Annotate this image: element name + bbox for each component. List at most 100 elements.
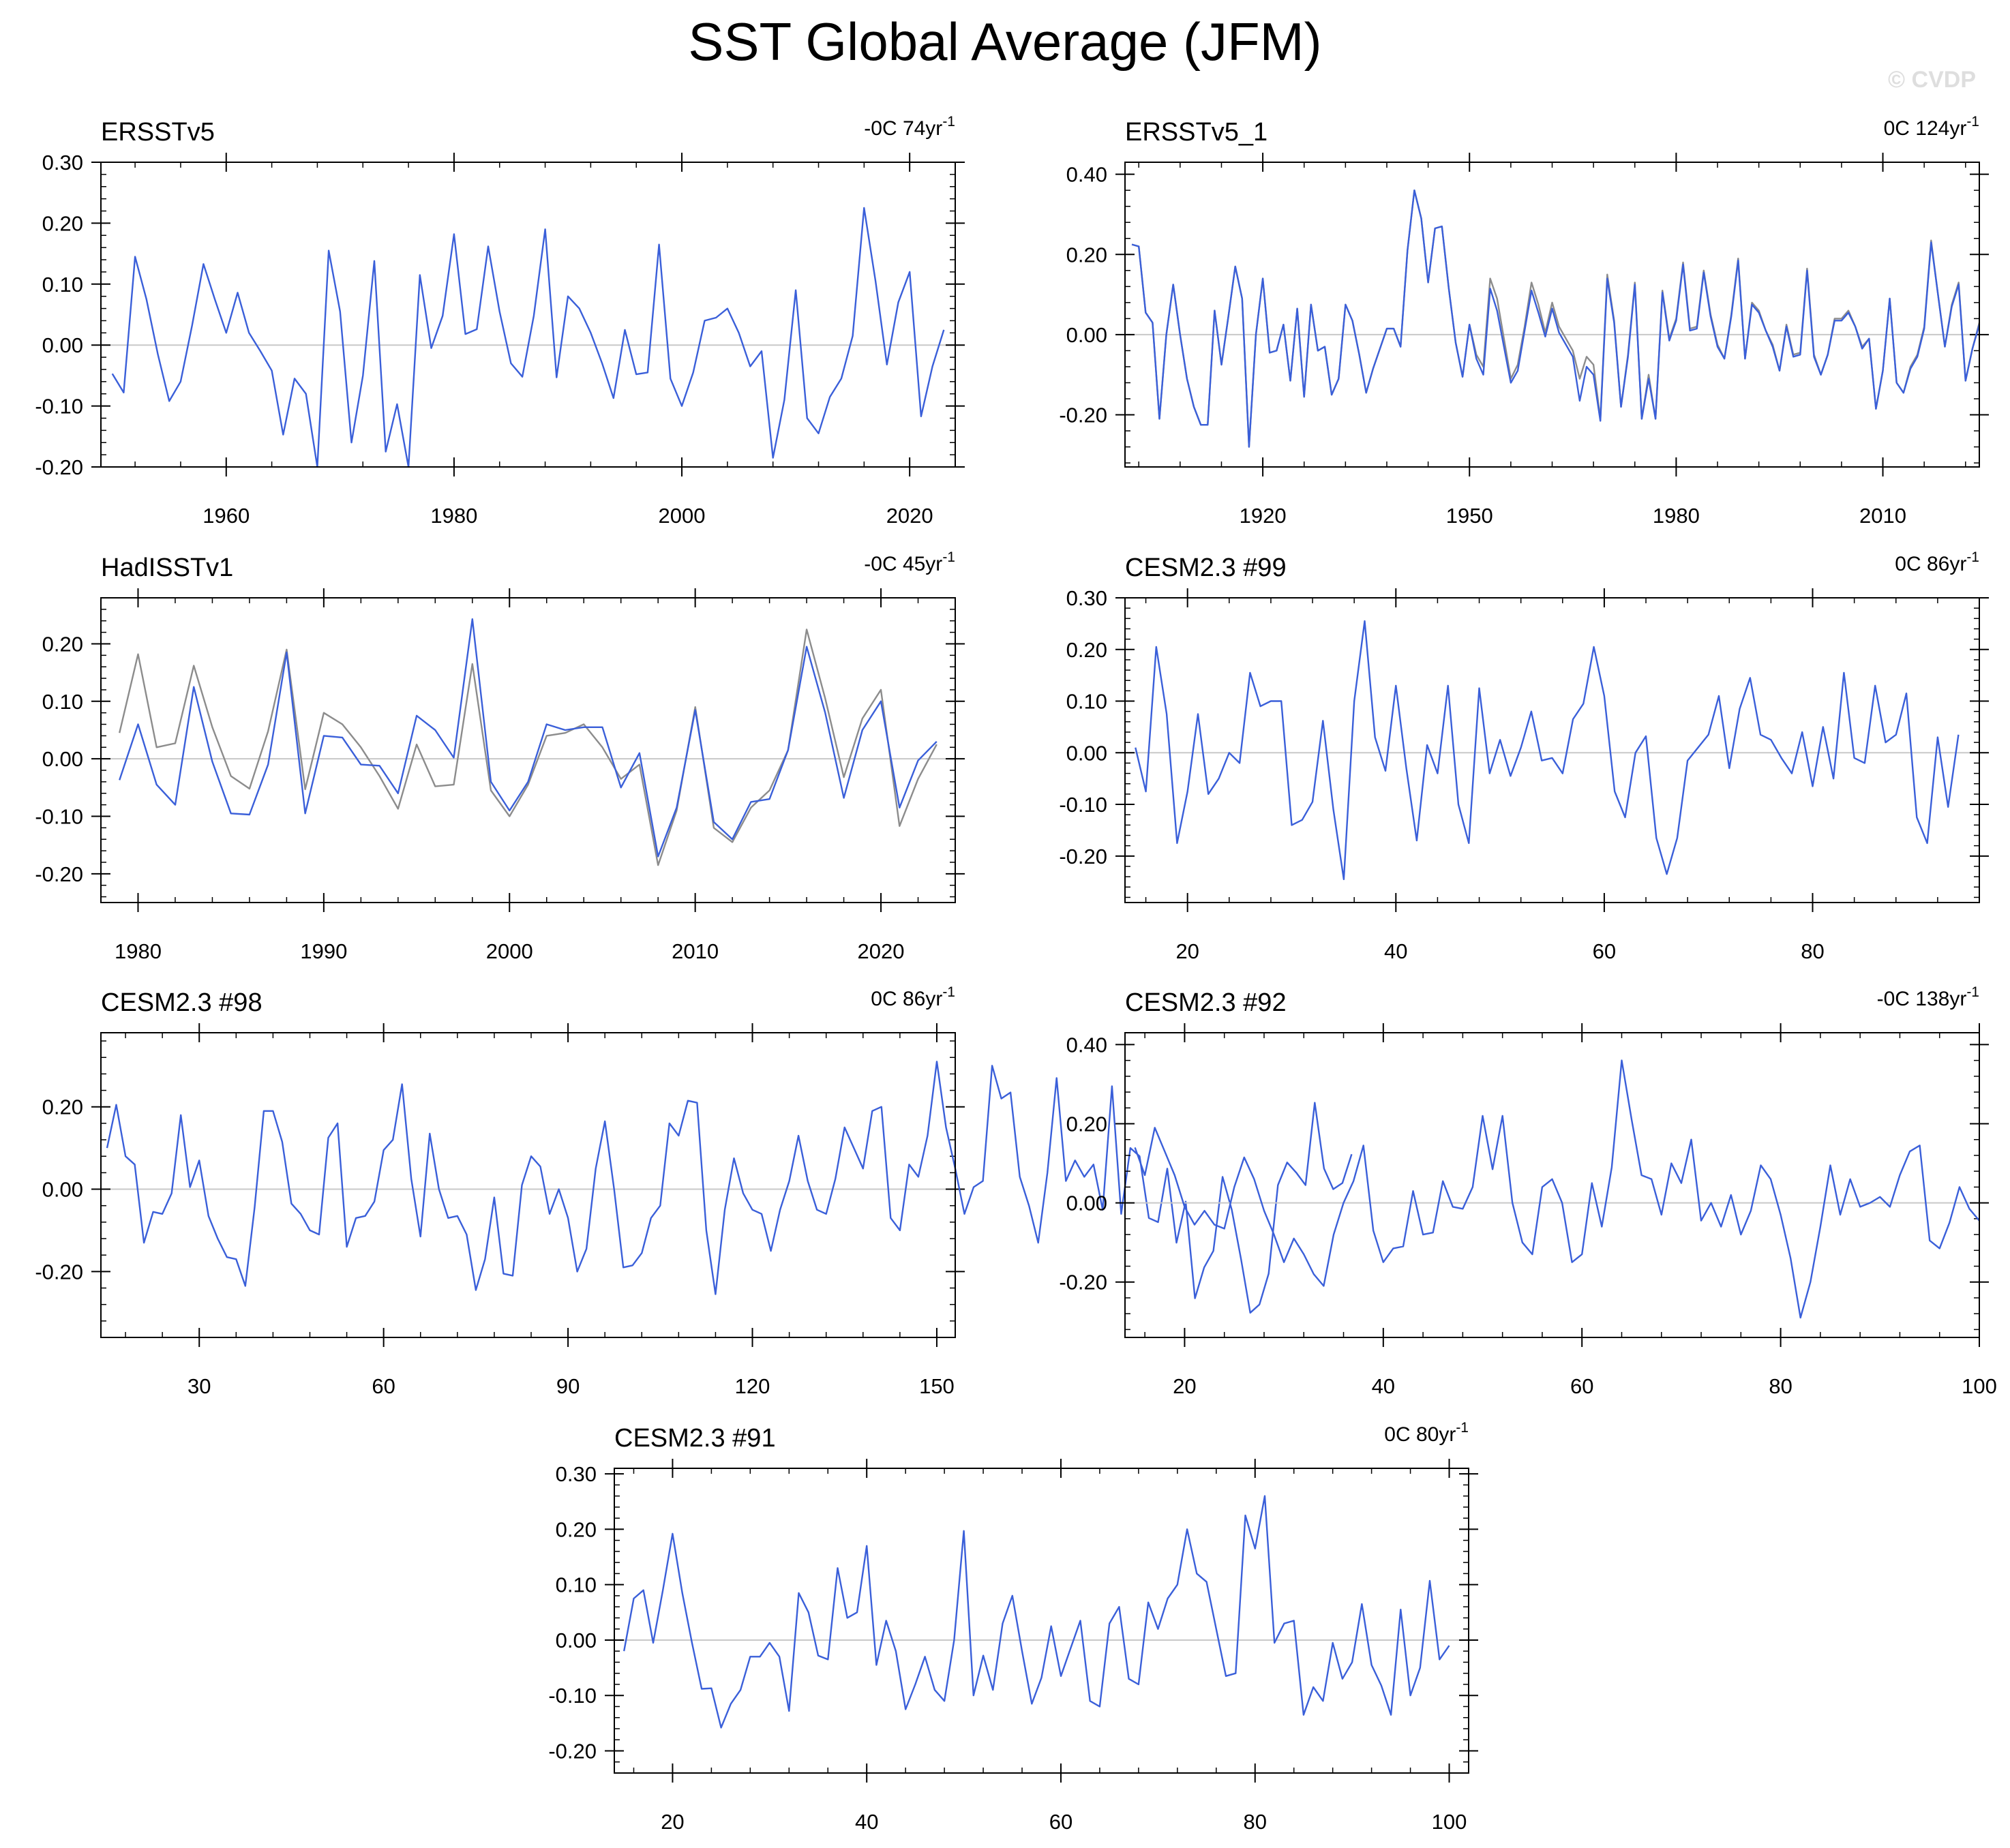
plot-frame [1124, 597, 1980, 903]
series-line-observed [119, 628, 937, 866]
plot-frame [100, 1032, 956, 1338]
x-tick-label: 2020 [886, 504, 933, 528]
x-tick-label: 40 [855, 1810, 878, 1834]
trend-label: -0C 45yr-1 [864, 549, 955, 575]
series-line-model [1135, 620, 1960, 881]
x-tick-label: 2020 [858, 939, 905, 963]
y-tick-label: -0.10 [35, 804, 83, 828]
x-tick-label: 40 [1384, 939, 1407, 963]
trend-label: 0C 86yr-1 [871, 984, 955, 1010]
y-tick-label: 0.10 [42, 273, 83, 297]
trend-label: 0C 124yr-1 [1884, 114, 1979, 140]
y-tick-label: -0.10 [548, 1684, 597, 1708]
y-tick-label: 0.10 [42, 690, 83, 714]
y-tick-label: -0.20 [35, 455, 83, 479]
x-tick-label: 2010 [672, 939, 719, 963]
x-tick-label: 40 [1372, 1374, 1395, 1398]
x-tick-label: 60 [1570, 1374, 1593, 1398]
x-tick-label: 20 [1173, 1374, 1196, 1398]
x-tick-label: 1920 [1240, 504, 1287, 528]
plot-frame [614, 1468, 1469, 1774]
series-line-model [1134, 1059, 1980, 1319]
y-tick-label: 0.00 [42, 333, 83, 357]
panel-title: HadISSTv1 [101, 554, 233, 582]
y-tick-label: -0.20 [548, 1739, 597, 1763]
x-tick-label: 80 [1801, 939, 1824, 963]
y-tick-label: 0.40 [1066, 163, 1107, 187]
x-tick-label: 60 [1593, 939, 1616, 963]
plot-frame [1124, 1032, 1980, 1338]
x-tick-label: 1950 [1446, 504, 1493, 528]
x-tick-label: 1980 [430, 504, 477, 528]
plot-frame [100, 162, 956, 468]
y-tick-label: 0.10 [1066, 690, 1107, 714]
x-tick-label: 30 [188, 1374, 211, 1398]
y-tick-label: 0.20 [1066, 638, 1107, 662]
series-line-model [119, 618, 937, 858]
x-tick-label: 80 [1244, 1810, 1267, 1834]
x-tick-label: 2000 [659, 504, 706, 528]
panel-cesm2-3-98: -0.20 0.00 0.20 30 60 90 120 150 CESM2.3 #98 0C 8… [35, 984, 1353, 1398]
series-line-model [1131, 190, 1981, 448]
y-tick-label: 0.00 [556, 1629, 597, 1652]
y-tick-label: 0.00 [1066, 741, 1107, 765]
panel-title: CESM2.3 #99 [1125, 554, 1287, 582]
panel-title: ERSSTv5 [101, 118, 215, 147]
x-tick-label: 2010 [1859, 504, 1906, 528]
y-tick-label: 0.00 [42, 747, 83, 771]
series-line-model [106, 1061, 1353, 1314]
y-tick-label: 0.10 [556, 1573, 597, 1597]
trend-label: -0C 74yr-1 [864, 114, 955, 140]
y-tick-label: 0.20 [556, 1517, 597, 1541]
panel-title: ERSSTv5_1 [1125, 118, 1268, 147]
panel-title: CESM2.3 #91 [614, 1424, 776, 1453]
x-tick-label: 1960 [202, 504, 250, 528]
y-tick-label: 0.30 [1066, 586, 1107, 610]
trend-label: -0C 138yr-1 [1877, 984, 1979, 1010]
x-tick-label: 20 [1175, 939, 1199, 963]
y-tick-label: 0.20 [1066, 243, 1107, 267]
panel-title: CESM2.3 #92 [1125, 988, 1287, 1017]
panel-cesm2-3-92: -0.20 0.00 0.20 0.40 20 40 60 80 100 CESM2.3 #92 -… [1059, 984, 1997, 1398]
panel-cesm2-3-99: -0.20 -0.10 0.00 0.10 0.20 0.30 20 40 60 80 CESM2.… [1059, 549, 1989, 963]
x-tick-label: 2000 [486, 939, 533, 963]
y-tick-label: 0.20 [42, 632, 83, 656]
series-line-model [111, 207, 945, 468]
x-tick-label: 100 [1962, 1374, 1997, 1398]
y-tick-label: 0.20 [1066, 1112, 1107, 1136]
x-tick-label: 1980 [115, 939, 162, 963]
figure-title: SST Global Average (JFM) [688, 12, 1321, 72]
y-tick-label: -0.10 [1059, 793, 1107, 817]
trend-label: 0C 86yr-1 [1895, 549, 1979, 575]
x-tick-label: 80 [1769, 1374, 1792, 1398]
y-tick-label: -0.20 [1059, 404, 1107, 427]
x-tick-label: 1990 [300, 939, 347, 963]
y-tick-label: 0.20 [42, 211, 83, 235]
panel-ersstv5: -0.20 -0.10 0.00 0.10 0.20 0.30 1960 1980 2000 20… [35, 114, 965, 528]
series-line-model [623, 1495, 1450, 1729]
watermark: © CVDP [1888, 67, 1976, 93]
x-tick-label: 100 [1432, 1810, 1467, 1834]
y-tick-label: 0.00 [1066, 1192, 1107, 1215]
y-tick-label: -0.20 [1059, 1271, 1107, 1294]
x-tick-label: 60 [1049, 1810, 1072, 1834]
panels: -0.20 -0.10 0.00 0.10 0.20 0.30 1960 1980 2000 20… [35, 114, 1997, 1834]
panel-ersstv5-1: -0.20 0.00 0.20 0.40 1920 1950 1980 2010 ERSSTv5… [1059, 114, 1989, 528]
y-tick-label: -0.20 [35, 1260, 83, 1284]
y-tick-label: 0.20 [42, 1095, 83, 1119]
y-tick-label: 0.00 [1066, 323, 1107, 347]
y-tick-label: -0.20 [1059, 845, 1107, 868]
y-tick-label: 0.40 [1066, 1033, 1107, 1057]
plot-frame [1124, 162, 1980, 468]
x-tick-label: 90 [556, 1374, 580, 1398]
plot-frame [100, 597, 956, 903]
panel-cesm2-3-91: -0.20 -0.10 0.00 0.10 0.20 0.30 20 40 60 80 100 CES… [548, 1420, 1478, 1834]
x-tick-label: 60 [372, 1374, 395, 1398]
y-tick-label: -0.10 [35, 395, 83, 419]
panel-title: CESM2.3 #98 [101, 988, 262, 1017]
x-tick-label: 120 [735, 1374, 770, 1398]
y-tick-label: 0.00 [42, 1178, 83, 1202]
y-tick-label: 0.30 [556, 1462, 597, 1486]
y-tick-label: 0.30 [42, 151, 83, 175]
